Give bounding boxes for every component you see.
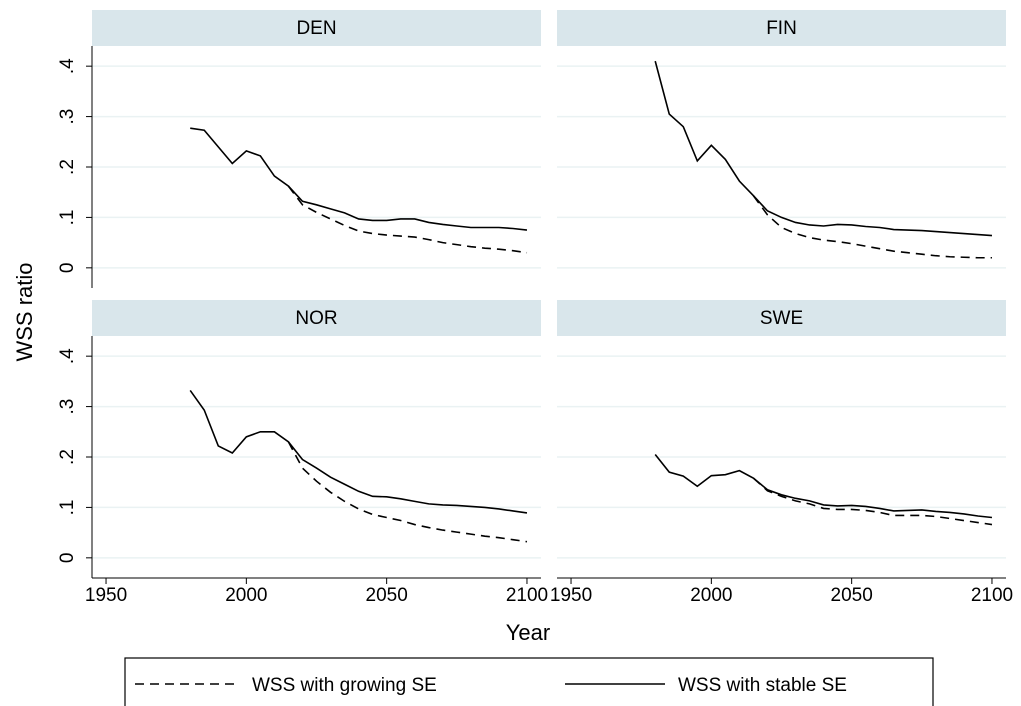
series-line xyxy=(752,195,992,259)
x-tick-label: 2050 xyxy=(366,585,408,606)
y-tick-label: .2 xyxy=(57,159,78,175)
series-line xyxy=(287,441,528,543)
y-tick-label: .2 xyxy=(57,449,78,465)
x-tick-label: 2000 xyxy=(690,585,732,606)
series-line xyxy=(189,389,528,514)
y-tick-label: .3 xyxy=(57,399,78,415)
series-line xyxy=(752,477,993,526)
x-tick-label: 2050 xyxy=(831,585,873,606)
panel-strip xyxy=(557,10,1006,46)
y-tick-label: .4 xyxy=(57,58,78,74)
x-tick-label: 2100 xyxy=(971,585,1013,606)
y-tick-label: .4 xyxy=(57,348,78,364)
series-line xyxy=(654,60,993,237)
panel-title: FIN xyxy=(766,18,797,39)
y-tick-label: .3 xyxy=(57,109,78,125)
y-tick-label: 0 xyxy=(57,263,78,274)
y-tick-label: .1 xyxy=(57,499,78,515)
legend-box xyxy=(124,657,934,706)
panel-strip xyxy=(92,300,541,336)
x-tick-label: 2100 xyxy=(506,585,548,606)
series-line xyxy=(654,453,993,519)
x-tick-label: 2000 xyxy=(225,585,267,606)
x-tick-label: 1950 xyxy=(85,585,127,606)
series-line xyxy=(287,185,528,254)
panel-title: SWE xyxy=(760,308,803,329)
y-axis-label: WSS ratio xyxy=(12,262,37,361)
y-tick-label: 0 xyxy=(57,553,78,564)
x-axis-label: Year xyxy=(506,620,550,645)
panel-title: DEN xyxy=(296,18,336,39)
panel-title: NOR xyxy=(295,308,337,329)
legend-label: WSS with stable SE xyxy=(678,675,847,696)
x-tick-label: 1950 xyxy=(550,585,592,606)
panel-strip xyxy=(557,300,1006,336)
y-tick-label: .1 xyxy=(57,209,78,225)
panel-strip xyxy=(92,10,541,46)
series-line xyxy=(190,127,528,231)
legend-label: WSS with growing SE xyxy=(252,675,437,696)
